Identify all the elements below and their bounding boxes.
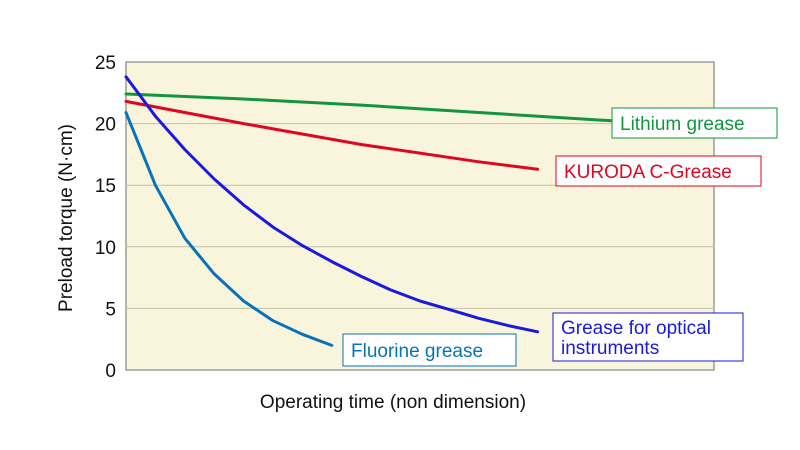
y-tick-label-5: 5 [105, 299, 116, 320]
x-axis-label: Operating time (non dimension) [260, 392, 526, 413]
series-label-kuroda-c-grease: KURODA C-Grease [555, 155, 762, 187]
series-label-box [342, 333, 517, 367]
series-label-fluorine-grease: Fluorine grease [342, 333, 517, 367]
series-line-kuroda-c-grease [124, 99, 540, 171]
y-tick-label-10: 10 [95, 238, 116, 259]
series-label-box [552, 312, 744, 362]
series-labels: Lithium grease KURODA C-Grease Grease for … [342, 107, 778, 367]
series-label-text: instruments [561, 338, 659, 359]
series-label-box [611, 107, 778, 139]
series-line-grease-for-optical-instruments [124, 75, 540, 334]
series-label-text: KURODA C-Grease [564, 162, 732, 183]
y-axis-ticks: 0 5 10 15 20 25 [95, 53, 116, 382]
series-label-lithium-grease: Lithium grease [611, 107, 778, 139]
series-label-text: Lithium grease [620, 114, 745, 135]
y-tick-label-25: 25 [95, 53, 116, 74]
y-axis-label: Preload torque (N·cm) [56, 124, 77, 312]
series-label-box [555, 155, 762, 187]
series-line-fluorine-grease [124, 111, 334, 347]
y-tick-label-20: 20 [95, 115, 116, 136]
series-label-text: Fluorine grease [351, 341, 483, 362]
grid-lines [126, 123, 714, 309]
y-tick-label-0: 0 [105, 361, 116, 382]
series-label-text: Grease for optical [561, 318, 711, 339]
y-tick-label-15: 15 [95, 176, 116, 197]
